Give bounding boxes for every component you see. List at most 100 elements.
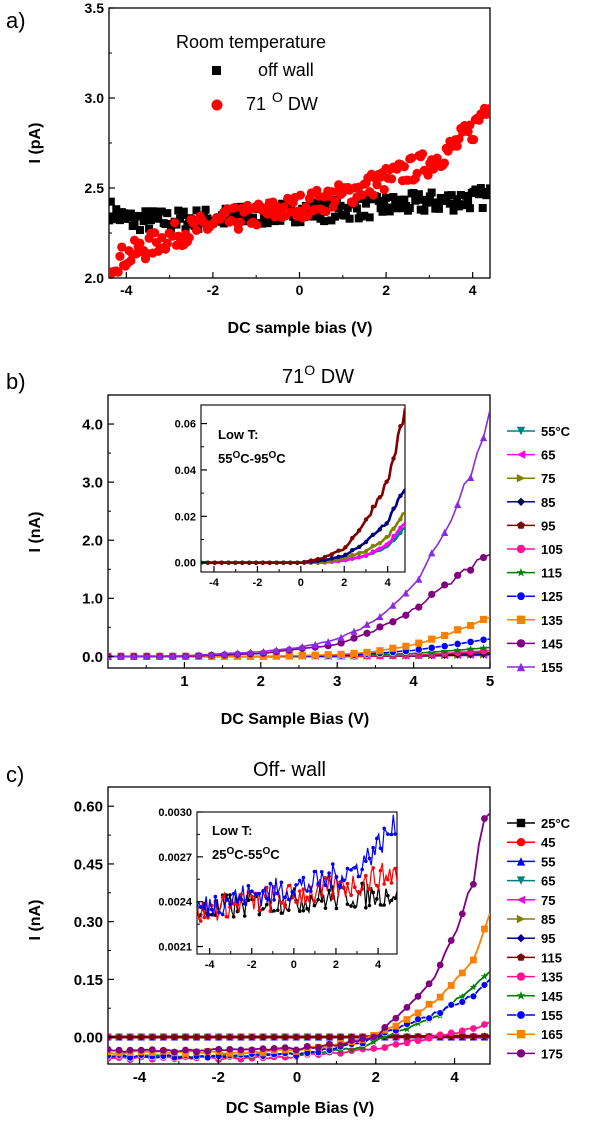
panel-b-inset-point — [363, 549, 369, 554]
panel-a-point — [233, 224, 244, 234]
panel-c-legend-label-175: 175 — [541, 1046, 563, 1061]
panel-b-inset-plot — [201, 408, 405, 565]
panel-c-point — [425, 980, 433, 988]
panel-c-inset-point — [356, 874, 361, 879]
panel-c-inset-point — [297, 909, 302, 914]
panel-c-legend-label-95: 95 — [541, 931, 555, 946]
panel-b-inset-point — [384, 479, 389, 484]
panel-b-inset-point — [356, 528, 362, 533]
panel-a-point — [407, 153, 417, 163]
panel-c-xlabel: DC Sample Bias (V) — [226, 1100, 374, 1117]
panel-b-inset-point — [384, 521, 389, 526]
panel-b-point — [466, 644, 475, 653]
panel-c-inset-point — [220, 895, 225, 899]
panel-b-inset-series-95 — [201, 408, 405, 565]
panel-c-point — [259, 1033, 267, 1040]
panel-a-point — [424, 197, 433, 206]
panel-c-inset-point — [257, 891, 262, 896]
panel-b: b) 71O DW 1 2 3 4 5 0.0 1.0 2.0 3.0 4.0 DC Sample… — [6, 362, 571, 728]
panel-c-legend-marker-95 — [516, 934, 526, 943]
panel-a-point — [183, 220, 192, 229]
panel-a-axes: -4 -2 0 2 4 2.0 2.5 3.0 3.5 — [85, 0, 477, 298]
panel-a-point — [362, 199, 371, 208]
panel-b-point — [441, 528, 449, 536]
panel-c-legend-marker-155 — [516, 1010, 526, 1020]
panel-c-inset-point — [264, 896, 269, 901]
panel-b-point — [259, 647, 267, 656]
panel-c-inset-point — [371, 866, 375, 870]
panel-b-inset-point — [391, 526, 396, 531]
panel-b-point — [453, 646, 462, 654]
panel-b-point — [440, 647, 449, 655]
panel-b-inset-ytick-label: 0.06 — [175, 419, 196, 431]
panel-c-inset-point — [231, 902, 236, 906]
panel-c-inset-ytick-label: 0.0030 — [158, 807, 192, 819]
panel-c-point — [148, 1046, 156, 1054]
panel-b-point — [479, 635, 488, 644]
panel-b-inset-point — [219, 560, 224, 565]
panel-b-ytick-label: 4.0 — [82, 416, 103, 433]
panel-c-inset-point — [364, 905, 368, 910]
panel-c-inset-point — [286, 908, 291, 912]
panel-c-point — [480, 972, 489, 980]
panel-b-point — [207, 650, 216, 658]
panel-c-point — [215, 1033, 222, 1040]
panel-c-inset-point — [202, 906, 207, 911]
panel-a-point — [462, 191, 471, 200]
panel-c-inset-point — [261, 889, 265, 894]
panel-b-point — [466, 637, 475, 646]
panel-c-point — [414, 1037, 422, 1045]
panel-b-inset-frame — [200, 404, 406, 573]
panel-c-ytick-label: 0.45 — [74, 856, 103, 873]
panel-c-point — [425, 1000, 433, 1008]
panel-b-point — [246, 648, 255, 656]
panel-b-point — [428, 590, 436, 598]
panel-c-point — [281, 1033, 289, 1040]
panel-c-inset-point — [364, 859, 368, 864]
panel-c-inset-point — [341, 878, 346, 883]
panel-c-point — [392, 1022, 400, 1030]
panel-c-inset-point — [375, 897, 379, 901]
panel-c-point — [425, 1014, 433, 1022]
panel-c-xtick-label: -2 — [212, 1069, 225, 1086]
panel-a-point — [295, 190, 306, 200]
panel-c-point — [149, 1033, 156, 1040]
panel-c-inset-point — [264, 885, 269, 890]
panel-c-inset-point — [253, 892, 258, 896]
panel-a-point — [309, 198, 318, 207]
panel-b-point — [415, 575, 423, 583]
panel-c-inset-point — [301, 875, 306, 880]
panel-c-plot-area — [108, 812, 490, 1063]
panel-c-inset-point — [202, 915, 207, 920]
panel-c-inset-point — [330, 896, 335, 900]
panel-c-legend-label-75: 75 — [541, 893, 555, 908]
panel-b-point — [454, 626, 462, 634]
panel-b-inset-point — [377, 527, 382, 532]
panel-c-inset-point — [330, 862, 335, 866]
panel-a-point — [323, 203, 332, 212]
panel-c-inset-point — [334, 875, 339, 880]
panel-a-point — [296, 218, 305, 227]
panel-c-point — [469, 956, 477, 964]
panel-c-inset-point — [286, 897, 291, 902]
panel-c-inset-point — [382, 826, 386, 831]
panel-b-point — [389, 618, 397, 626]
panel-b-plot-area — [108, 409, 490, 661]
panel-b-point — [441, 581, 449, 589]
panel-c-point — [436, 1031, 444, 1039]
panel-b-point — [441, 631, 449, 640]
panel-b-legend-marker-135 — [516, 615, 526, 624]
panel-c-point — [403, 1016, 411, 1023]
panel-c-point — [458, 1027, 466, 1035]
panel-c-point — [270, 1033, 278, 1040]
panel-c-inset-point — [301, 887, 306, 891]
panel-c-inset-point — [386, 893, 390, 898]
panel-c-point — [458, 910, 466, 918]
panel-b-xtick-label: 5 — [486, 673, 494, 690]
panel-c-legend-label-155: 155 — [541, 1008, 563, 1023]
panel-c-inset-point — [323, 876, 328, 880]
panel-a-point — [453, 195, 462, 204]
panel-c-point — [137, 1046, 145, 1054]
panel-c-point — [436, 1009, 444, 1017]
panel-c-inset-point — [198, 919, 203, 923]
